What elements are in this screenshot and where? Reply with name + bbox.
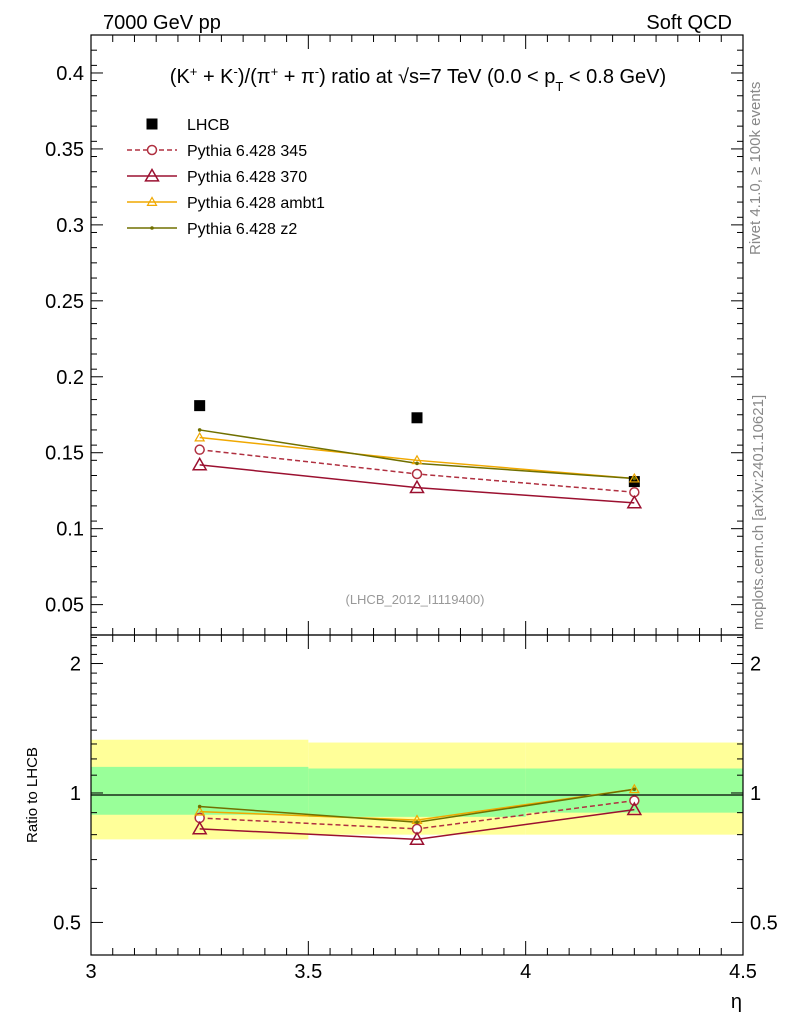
main-marker-z2 xyxy=(415,461,419,466)
main-y-tick-label: 0.2 xyxy=(56,367,84,389)
main-y-tick-label: 0.4 xyxy=(56,63,84,85)
main-marker-p370 xyxy=(626,494,643,509)
main-y-tick-label: 0.1 xyxy=(56,519,84,541)
x-tick-label: 3 xyxy=(85,961,96,983)
x-tick-label: 3.5 xyxy=(294,961,322,983)
main-marker-z2 xyxy=(632,476,637,481)
main-panel: 0.05 0.1 0.15 0.2 0.25 0.3 0.35 0.4 (K+ + K-)/(… xyxy=(45,34,744,636)
legend-marker-data xyxy=(146,118,158,130)
ratio-y-tick-label-right: 2 xyxy=(750,654,761,676)
header-energy-label: 7000 GeV pp xyxy=(103,12,221,34)
ratio-series-markers xyxy=(191,783,643,846)
legend-marker-z2 xyxy=(150,226,154,230)
ratio-marker-p370 xyxy=(191,820,208,835)
ratio-y-tick-label-right: 0.5 xyxy=(750,912,778,934)
main-y-axis: 0.05 0.1 0.15 0.2 0.25 0.3 0.35 0.4 xyxy=(45,49,743,628)
legend-label-ambt1: Pythia 6.428 ambt1 xyxy=(187,195,325,212)
ratio-marker-p370 xyxy=(626,801,643,816)
x-tick-label: 4.5 xyxy=(729,961,757,983)
ratio-marker-p345 xyxy=(629,795,640,806)
main-marker-p370 xyxy=(191,456,208,471)
main-marker-data xyxy=(194,400,206,412)
ratio-y-tick-label: 2 xyxy=(70,654,81,676)
main-y-tick-label: 0.05 xyxy=(45,595,84,617)
ratio-line-p370 xyxy=(199,808,635,841)
ratio-y-tick-label: 1 xyxy=(70,783,81,805)
main-marker-ambt1 xyxy=(628,472,640,483)
ratio-marker-z2 xyxy=(632,787,637,792)
legend-marker-ambt1 xyxy=(146,196,158,206)
main-line-ambt1 xyxy=(199,436,635,480)
rivet-version-label: Rivet 4.1.0, ≥ 100k events xyxy=(747,82,764,255)
main-y-tick-label: 0.25 xyxy=(45,291,84,313)
main-y-tick-label: 0.3 xyxy=(56,215,84,237)
ratio-marker-z2 xyxy=(197,804,202,809)
ratio-marker-z2 xyxy=(415,820,419,825)
legend-marker-p345 xyxy=(146,144,158,156)
legend-label-data: LHCB xyxy=(187,117,230,134)
ratio-marker-ambt1 xyxy=(194,805,206,816)
legend: LHCB Pythia 6.428 345 Pythia 6.428 370 Pyth… xyxy=(127,117,325,238)
chart-title: (K+ + K-)/(π+ + π-) ratio at √s=7 TeV (0… xyxy=(170,64,666,94)
main-x-ticks xyxy=(90,35,744,635)
main-marker-p370 xyxy=(409,479,425,494)
legend-label-p345: Pythia 6.428 345 xyxy=(187,143,307,160)
main-series-markers xyxy=(191,400,643,509)
ratio-marker-p370 xyxy=(409,831,425,846)
analysis-id-label: (LHCB_2012_I1119400) xyxy=(345,592,484,607)
main-y-tick-label: 0.35 xyxy=(45,139,84,161)
ratio-band-inner xyxy=(308,768,526,817)
ratio-y-axis-label: Ratio to LHCB xyxy=(24,747,41,843)
ratio-panel: 0.5 0.5 1 1 2 2 3 3.5 4 4.5 Ratio to LHCB η xyxy=(24,634,778,1013)
main-marker-z2 xyxy=(197,428,202,432)
main-line-p370 xyxy=(199,464,635,504)
legend-label-p370: Pythia 6.428 370 xyxy=(187,169,307,186)
ratio-y-tick-label-right: 1 xyxy=(750,783,761,805)
mcplots-label: mcplots.cern.ch [arXiv:2401.10621] xyxy=(750,395,767,630)
main-marker-ambt1 xyxy=(194,431,206,442)
ratio-x-axis: 3 3.5 4 4.5 xyxy=(85,635,757,983)
main-marker-p345 xyxy=(194,444,205,455)
main-y-tick-label: 0.15 xyxy=(45,443,84,465)
legend-marker-p370 xyxy=(144,167,160,182)
ratio-y-axis: 0.5 0.5 1 1 2 2 xyxy=(53,636,778,934)
ratio-marker-ambt1 xyxy=(628,783,640,794)
x-tick-label: 4 xyxy=(520,961,531,983)
x-axis-label: η xyxy=(731,991,742,1013)
main-marker-data xyxy=(411,412,423,424)
ratio-y-tick-label: 0.5 xyxy=(53,912,81,934)
legend-label-z2: Pythia 6.428 z2 xyxy=(187,221,297,238)
header-process-label: Soft QCD xyxy=(646,12,732,34)
main-marker-p345 xyxy=(411,468,423,480)
